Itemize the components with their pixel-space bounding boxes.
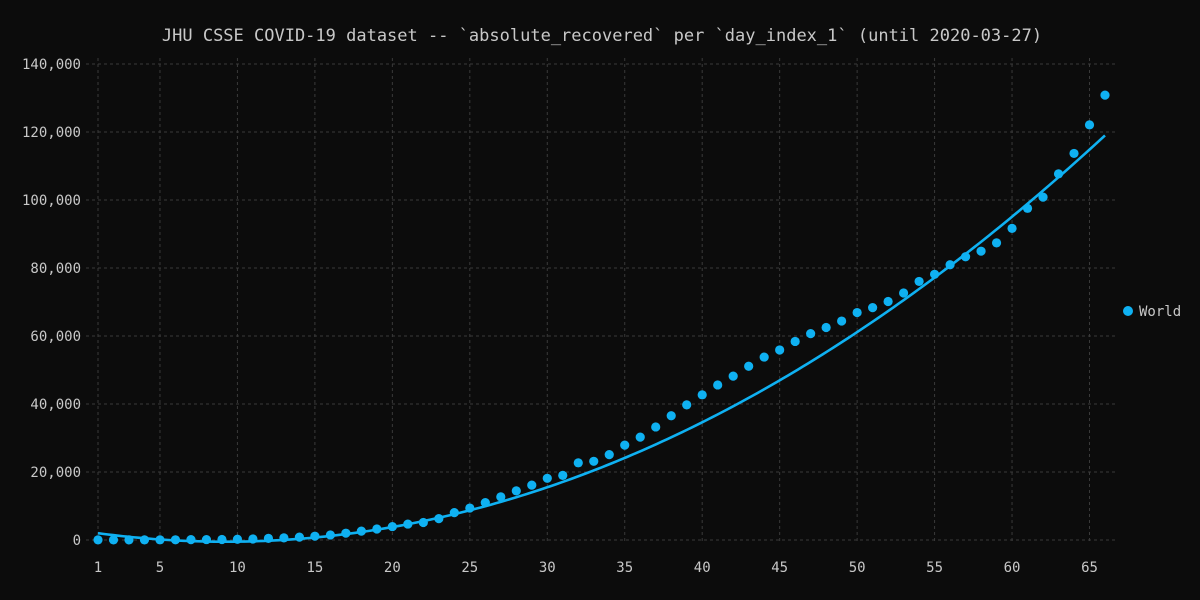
x-tick-label: 40	[694, 560, 711, 576]
x-tick-label: 5	[156, 560, 164, 576]
data-point	[666, 411, 676, 421]
data-point	[651, 422, 661, 432]
data-point	[868, 303, 878, 313]
x-tick-label: 50	[849, 560, 866, 576]
data-point	[310, 531, 320, 541]
data-point	[341, 528, 351, 538]
data-point	[713, 380, 723, 390]
data-point	[93, 535, 103, 545]
data-point	[418, 517, 428, 528]
data-point	[573, 458, 583, 468]
data-point	[682, 400, 692, 410]
data-point	[186, 535, 196, 545]
data-point	[806, 329, 816, 339]
data-point	[496, 492, 506, 502]
data-point	[620, 440, 630, 450]
x-tick-label: 35	[616, 560, 633, 576]
data-point	[279, 533, 289, 543]
y-tick-label: 120,000	[22, 125, 81, 141]
data-point	[929, 269, 940, 279]
data-point	[1069, 148, 1079, 159]
data-point	[372, 524, 382, 534]
data-point	[263, 533, 274, 543]
data-point	[217, 534, 227, 545]
y-tick-label: 100,000	[22, 193, 81, 209]
legend-marker-world	[1123, 306, 1133, 316]
data-point	[1100, 90, 1110, 100]
legend: World	[1123, 304, 1181, 320]
data-point	[697, 390, 707, 400]
data-point	[527, 480, 537, 490]
data-point	[945, 260, 955, 270]
data-point	[356, 526, 366, 536]
data-point	[914, 276, 924, 287]
data-point	[728, 371, 738, 381]
data-point	[294, 532, 304, 542]
data-point	[1084, 120, 1095, 130]
y-tick-label: 20,000	[30, 465, 81, 481]
data-point	[170, 535, 181, 545]
x-tick-label: 20	[384, 560, 401, 576]
x-tick-label: 10	[229, 560, 246, 576]
x-tick-label: 25	[461, 560, 478, 576]
data-point	[899, 288, 909, 298]
data-point	[991, 238, 1002, 248]
data-point	[108, 535, 119, 545]
data-point	[542, 473, 552, 483]
data-point	[1007, 223, 1017, 233]
y-tick-label: 140,000	[22, 57, 81, 73]
data-point	[434, 513, 444, 524]
data-point	[480, 498, 490, 508]
x-tick-label: 30	[539, 560, 556, 576]
y-tick-label: 40,000	[30, 397, 81, 413]
data-point	[139, 535, 150, 545]
data-point	[960, 252, 971, 262]
data-point	[403, 519, 413, 529]
x-tick-label: 1	[94, 560, 102, 576]
data-point	[775, 345, 785, 355]
x-tick-label: 60	[1004, 560, 1021, 576]
data-point	[1038, 192, 1048, 202]
x-tick-label: 65	[1081, 560, 1098, 576]
data-point	[325, 530, 335, 540]
axis-layer: 1 5 10 15 20 25 30 35 40 45 50 55 60 65020,00040,0006…	[22, 57, 1098, 576]
data-point	[201, 534, 212, 545]
data-point	[604, 450, 614, 460]
data-point	[511, 486, 521, 496]
x-tick-label: 15	[306, 560, 323, 576]
data-point	[465, 503, 475, 513]
points-layer	[93, 90, 1110, 545]
data-point	[558, 470, 568, 480]
x-tick-label: 55	[926, 560, 943, 576]
data-point	[449, 508, 459, 518]
y-tick-label: 0	[73, 533, 81, 549]
data-point	[837, 316, 847, 326]
data-point	[635, 432, 645, 442]
data-point	[883, 296, 893, 307]
data-point	[852, 307, 862, 318]
legend-label-world: World	[1139, 304, 1181, 320]
y-tick-label: 60,000	[30, 329, 81, 345]
data-point	[1022, 203, 1033, 213]
data-point	[744, 361, 754, 371]
chart-title: JHU CSSE COVID-19 dataset -- `absolute_r…	[162, 26, 1042, 46]
y-tick-label: 80,000	[30, 261, 81, 277]
data-point	[155, 535, 165, 545]
data-point	[248, 534, 258, 544]
data-point	[589, 456, 599, 466]
data-point	[790, 336, 800, 347]
data-point	[1053, 169, 1064, 179]
data-point	[387, 521, 397, 532]
data-point	[759, 352, 769, 362]
data-point	[821, 322, 831, 333]
data-point	[976, 246, 986, 256]
data-point	[124, 535, 134, 545]
data-point	[232, 534, 243, 544]
x-tick-label: 45	[771, 560, 788, 576]
